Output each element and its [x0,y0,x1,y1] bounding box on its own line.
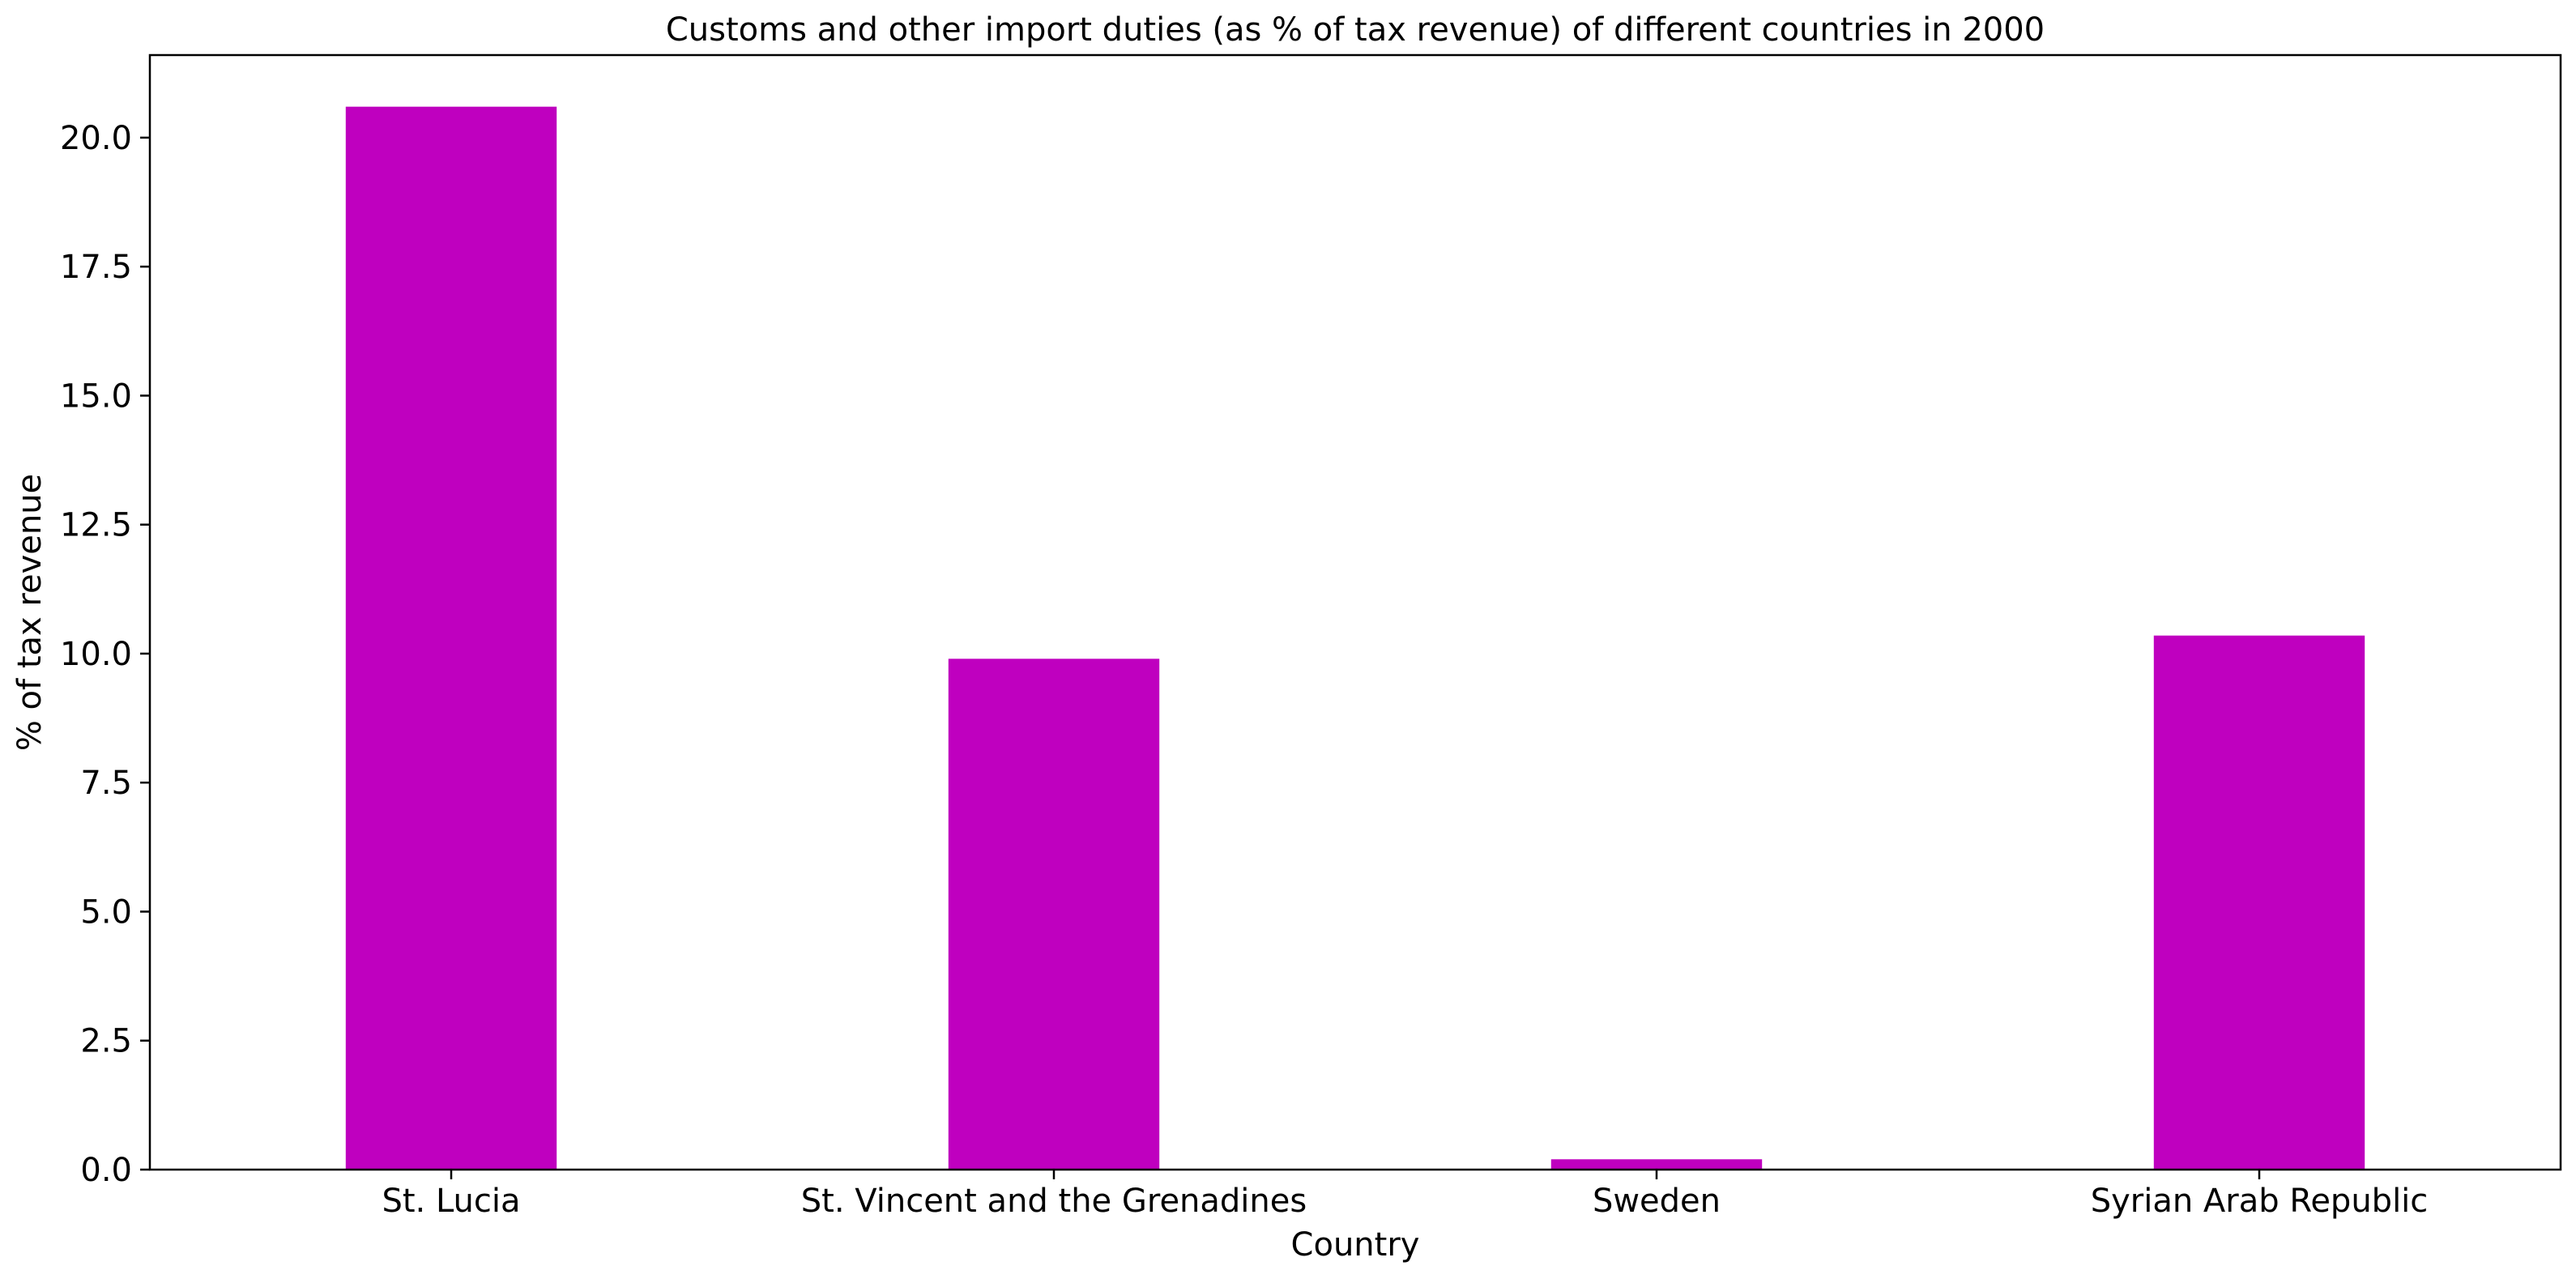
x-axis-label: Country [1291,1226,1420,1264]
y-tick-label: 20.0 [60,120,132,157]
y-axis-label: % of tax revenue [11,474,49,751]
y-tick-label: 15.0 [60,377,132,415]
bar-sweden [1550,1159,1763,1170]
bar-st-vincent-and-the-grenadines [948,659,1160,1170]
y-tick-label: 2.5 [80,1023,132,1060]
y-tick-label: 5.0 [80,893,132,931]
x-tick-label: Sweden [1593,1183,1721,1220]
y-tick-label: 12.5 [60,507,132,544]
y-axis-ticks: 0.0 2.5 5.0 7.5 10.0 12.5 15.0 17.5 20.0 [60,120,150,1189]
x-tick-label: St. Vincent and the Grenadines [801,1183,1307,1220]
bars-group [345,106,2365,1170]
x-axis-ticks: St. Lucia St. Vincent and the Grenadines S… [382,1170,2428,1220]
bar-st-lucia [345,106,557,1170]
chart-title: Customs and other import duties (as % of… [666,11,2045,49]
y-tick-label: 7.5 [80,765,132,802]
y-tick-label: 10.0 [60,636,132,673]
plot-frame [148,53,2562,1171]
x-tick-label: Syrian Arab Republic [2091,1183,2429,1220]
x-tick-label: St. Lucia [382,1183,520,1220]
y-tick-label: 0.0 [80,1152,132,1189]
bar-syrian-arab-republic [2153,635,2365,1170]
y-tick-label: 17.5 [60,249,132,286]
